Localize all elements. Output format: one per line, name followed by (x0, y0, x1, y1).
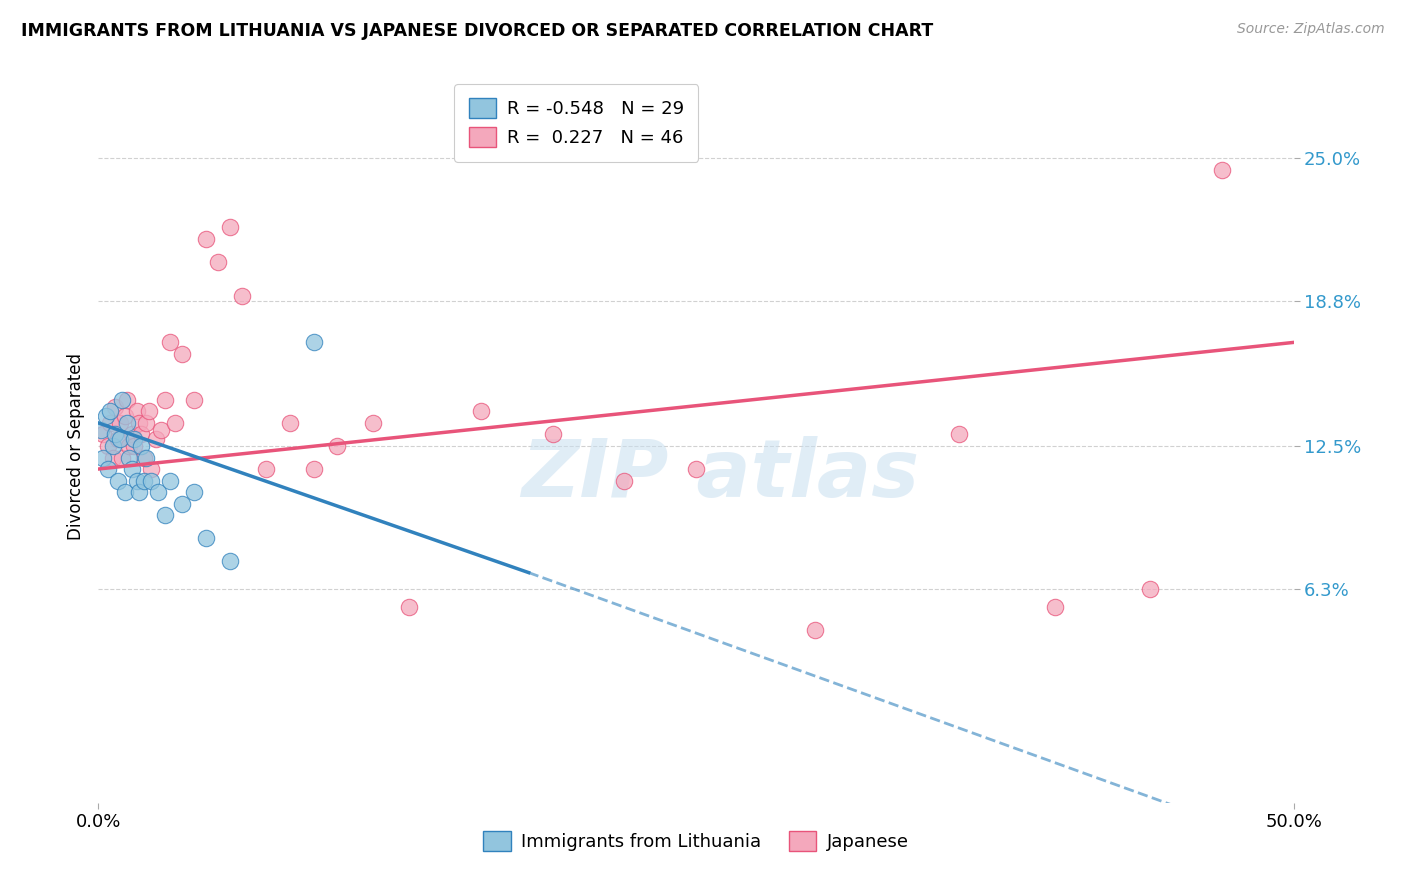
Text: Source: ZipAtlas.com: Source: ZipAtlas.com (1237, 22, 1385, 37)
Point (302, 462, 325, 476)
Point (541, 427, 564, 442)
Point (219, 220, 242, 235)
Point (132, 474, 155, 488)
Point (219, 554, 242, 568)
Point (183, 485, 205, 500)
Point (124, 439, 146, 453)
Point (94, 409, 117, 423)
Point (155, 508, 177, 522)
Point (948, 427, 970, 442)
Point (114, 409, 136, 423)
Point (131, 439, 153, 453)
Point (148, 485, 170, 500)
Point (398, 600, 420, 615)
Point (121, 427, 143, 442)
Point (108, 432, 131, 446)
Text: IMMIGRANTS FROM LITHUANIA VS JAPANESE DIVORCED OR SEPARATED CORRELATION CHART: IMMIGRANTS FROM LITHUANIA VS JAPANESE DI… (21, 22, 934, 40)
Point (107, 474, 129, 488)
Y-axis label: Divorced or Separated: Divorced or Separated (66, 352, 84, 540)
Point (159, 335, 181, 350)
Point (1211, 162, 1233, 177)
Point (470, 404, 492, 418)
Point (115, 416, 138, 430)
Point (107, 432, 129, 446)
Point (104, 427, 127, 442)
Point (91, 427, 114, 442)
Point (1139, 582, 1161, 596)
Point (125, 474, 148, 488)
Point (363, 416, 385, 430)
Point (231, 289, 253, 303)
Point (207, 255, 229, 269)
Point (302, 335, 325, 350)
Point (155, 392, 177, 407)
Point (135, 416, 157, 430)
Point (111, 392, 134, 407)
Point (138, 404, 160, 418)
Point (278, 416, 301, 430)
Point (121, 462, 143, 476)
Point (101, 450, 124, 465)
Point (115, 392, 138, 407)
Point (326, 439, 349, 453)
Point (613, 474, 636, 488)
Point (128, 485, 150, 500)
Point (91, 450, 114, 465)
Point (132, 450, 155, 465)
Point (111, 450, 134, 465)
Legend: Immigrants from Lithuania, Japanese: Immigrants from Lithuania, Japanese (477, 823, 915, 858)
Point (804, 623, 827, 637)
Point (131, 427, 153, 442)
Point (125, 404, 148, 418)
Point (114, 485, 136, 500)
Point (195, 531, 218, 545)
Point (124, 432, 146, 446)
Point (98, 416, 122, 430)
Point (172, 347, 194, 361)
Point (101, 439, 124, 453)
Point (139, 462, 162, 476)
Point (159, 474, 181, 488)
Point (135, 450, 157, 465)
Point (139, 474, 162, 488)
Point (98, 404, 122, 418)
Point (104, 400, 127, 414)
Text: ZIP atlas: ZIP atlas (520, 435, 920, 514)
Point (118, 439, 141, 453)
Point (97, 462, 120, 476)
Point (254, 462, 277, 476)
Point (90, 423, 112, 437)
Point (97, 439, 120, 453)
Point (172, 497, 194, 511)
Point (149, 423, 172, 437)
Point (1043, 600, 1066, 615)
Point (118, 450, 141, 465)
Point (163, 416, 186, 430)
Point (128, 416, 150, 430)
Point (145, 432, 167, 446)
Point (183, 392, 205, 407)
Point (685, 462, 707, 476)
Point (108, 416, 131, 430)
Point (195, 232, 218, 246)
